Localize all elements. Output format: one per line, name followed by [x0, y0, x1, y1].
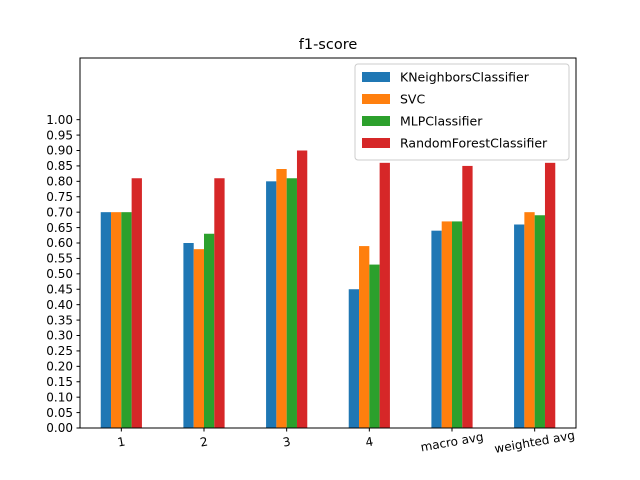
legend: KNeighborsClassifier SVC MLPClassifier Rand…	[354, 63, 570, 161]
y-axis: 0.000.05 0.100.150.20 0.250.30 0.350.40 0.45…	[46, 113, 80, 435]
bar-KNeighborsClassifier-weighted avg	[514, 224, 525, 428]
y-tick-label: 0.80	[46, 175, 73, 189]
bar-SVC-macro avg	[441, 221, 452, 428]
y-tick-label: 0.70	[46, 205, 73, 219]
y-tick-label: 0.05	[46, 406, 73, 420]
x-tick-label: 1	[116, 434, 126, 449]
bar-RandomForestClassifier-weighted avg	[544, 162, 556, 428]
y-tick-label: 0.90	[46, 144, 73, 158]
bar-SVC-4	[359, 246, 370, 428]
bar-MLPClassifier-macro avg	[452, 221, 463, 428]
x-tick-label: weighted avg	[493, 428, 576, 456]
legend-label: MLPClassifier	[400, 114, 483, 129]
y-tick-label: 0.95	[46, 128, 73, 142]
y-tick-label: 0.10	[46, 390, 73, 404]
bar-KNeighborsClassifier-4	[348, 289, 360, 428]
plot-frame	[79, 57, 577, 429]
y-tick-label: 0.15	[46, 375, 73, 389]
legend-label: RandomForestClassifier	[400, 136, 548, 151]
y-tick-label: 0.25	[46, 344, 73, 358]
y-tick-label: 0.85	[46, 159, 73, 173]
legend-swatch	[362, 72, 390, 82]
bar-RandomForestClassifier-4	[379, 162, 390, 428]
bar-MLPClassifier-1	[121, 212, 132, 428]
bar-SVC-2	[193, 249, 204, 428]
bar-MLPClassifier-3	[286, 178, 297, 428]
bar-RandomForestClassifier-3	[296, 150, 308, 428]
x-tick-label: 2	[199, 434, 209, 449]
bar-RandomForestClassifier-1	[131, 178, 142, 428]
bars-group	[100, 150, 556, 429]
y-tick-label: 0.30	[46, 329, 73, 343]
chart-title: f1-score	[299, 37, 358, 53]
bar-KNeighborsClassifier-macro avg	[431, 230, 442, 428]
legend-swatch	[362, 138, 390, 148]
bar-MLPClassifier-weighted avg	[534, 215, 545, 428]
legend-swatch	[362, 116, 390, 126]
bar-SVC-1	[111, 212, 122, 428]
y-tick-label: 0.00	[46, 421, 73, 435]
bar-KNeighborsClassifier-1	[100, 212, 112, 428]
y-tick-label: 0.20	[46, 360, 73, 374]
y-tick-label: 0.65	[46, 221, 73, 235]
y-tick-label: 0.60	[46, 236, 73, 250]
x-axis: 1 2 3 4 macro avg weighted avg	[116, 428, 576, 456]
y-tick-label: 0.40	[46, 298, 73, 312]
bar-RandomForestClassifier-macro avg	[462, 165, 473, 429]
legend-swatch	[362, 94, 390, 104]
legend-label: KNeighborsClassifier	[400, 70, 530, 85]
bar-KNeighborsClassifier-2	[183, 243, 194, 428]
y-tick-label: 0.55	[46, 252, 73, 266]
legend-box	[354, 63, 570, 161]
x-tick-label: macro avg	[419, 430, 484, 455]
y-tick-label: 0.45	[46, 282, 73, 296]
bar-MLPClassifier-2	[204, 233, 215, 428]
x-tick-label: 3	[282, 434, 292, 449]
legend-label: SVC	[400, 92, 425, 107]
y-tick-label: 1.00	[46, 113, 73, 127]
y-tick-label: 0.35	[46, 313, 73, 327]
x-tick-label: 4	[364, 434, 374, 449]
y-tick-label: 0.50	[46, 267, 73, 281]
bar-KNeighborsClassifier-3	[266, 181, 277, 428]
y-tick-label: 0.75	[46, 190, 73, 204]
bar-SVC-weighted avg	[524, 212, 535, 428]
bar-MLPClassifier-4	[369, 264, 380, 428]
bar-RandomForestClassifier-2	[214, 178, 225, 428]
bar-SVC-3	[276, 169, 287, 428]
